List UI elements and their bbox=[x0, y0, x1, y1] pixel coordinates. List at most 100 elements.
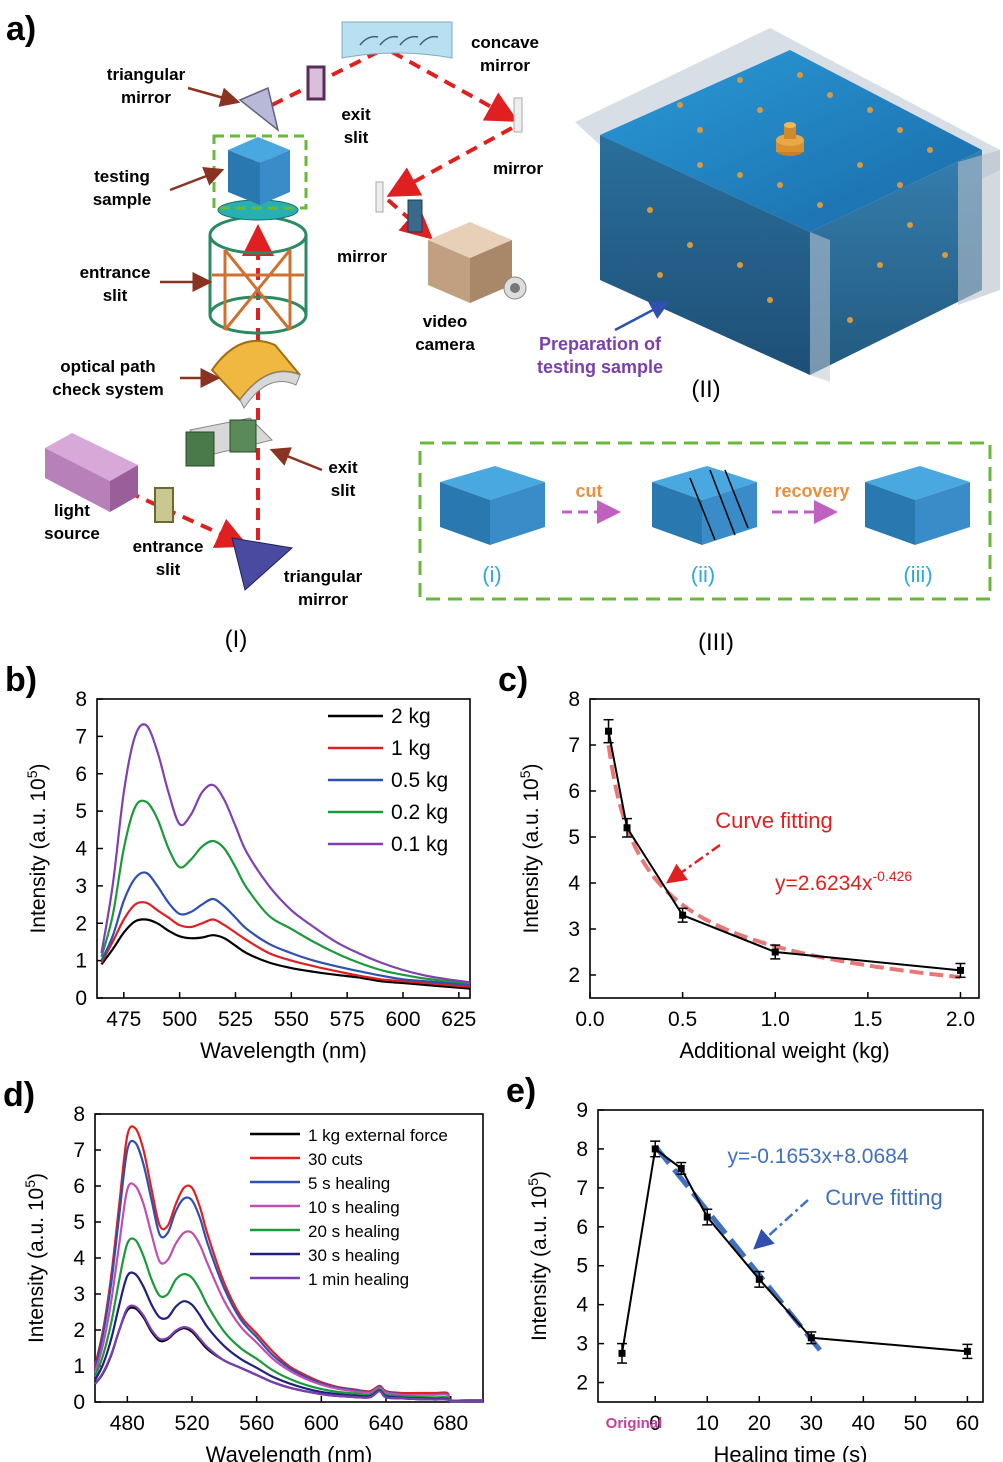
concave-mirror-icon bbox=[341, 21, 453, 59]
x-tick-label: 640 bbox=[368, 1412, 403, 1435]
label-triangular-mirror-bottom: triangular mirror bbox=[284, 567, 363, 609]
y-tick-label: 5 bbox=[73, 1211, 85, 1234]
x-tick-label: 50 bbox=[904, 1412, 927, 1435]
step-i: (i) bbox=[482, 562, 502, 587]
y-tick-label: 3 bbox=[75, 875, 87, 898]
legend-label: 1 kg external force bbox=[308, 1126, 448, 1145]
x-tick-label: 10 bbox=[696, 1412, 719, 1435]
x-tick-label-original: Original bbox=[606, 1415, 663, 1432]
series-line bbox=[93, 1139, 483, 1402]
legend-label: 5 s healing bbox=[308, 1174, 390, 1193]
data-point bbox=[623, 824, 631, 832]
label-recovery: recovery bbox=[774, 481, 849, 501]
data-point bbox=[679, 911, 687, 919]
x-tick-label: 2.0 bbox=[946, 1008, 975, 1031]
x-tick-label: 480 bbox=[110, 1412, 145, 1435]
y-tick-label: 6 bbox=[73, 1175, 85, 1198]
y-tick-label: 0 bbox=[75, 987, 87, 1010]
y-tick-label: 7 bbox=[576, 1177, 588, 1200]
data-point bbox=[755, 1275, 763, 1283]
series-line bbox=[94, 1304, 483, 1403]
camera-slit-icon bbox=[407, 199, 423, 233]
triangular-mirror-top-icon bbox=[238, 86, 280, 132]
mirror-right-icon bbox=[513, 97, 523, 133]
y-tick-label: 6 bbox=[75, 763, 87, 786]
chart-d: d) 480 520 560 600 640 680 0 1 2 3 4 5 6 7 8 Wavelength … bbox=[3, 1076, 484, 1462]
x-tick-label: 0.0 bbox=[575, 1008, 604, 1031]
y-tick-label: 6 bbox=[568, 780, 580, 803]
y-tick-label: 7 bbox=[75, 725, 87, 748]
x-tick-label: 600 bbox=[304, 1412, 339, 1435]
panel-label: c) bbox=[498, 661, 528, 699]
legend-label: 30 cuts bbox=[308, 1150, 363, 1169]
x-tick-label: 520 bbox=[174, 1412, 209, 1435]
y-tick-label: 2 bbox=[568, 964, 580, 987]
legend-label: 0.2 kg bbox=[391, 801, 448, 824]
annotation-arrow bbox=[665, 843, 721, 884]
annotation-arrow bbox=[753, 1199, 809, 1250]
annotation-curve-fitting: Curve fitting bbox=[715, 808, 832, 833]
mirror-left-icon bbox=[375, 181, 384, 213]
legend-label: 20 s healing bbox=[308, 1222, 400, 1241]
x-tick-label: 560 bbox=[239, 1412, 274, 1435]
series-line bbox=[100, 723, 471, 984]
x-tick-label: 0 bbox=[649, 1412, 661, 1435]
x-tick-label: 625 bbox=[441, 1008, 476, 1031]
legend-label: 0.1 kg bbox=[391, 833, 448, 856]
x-axis-label: Healing time (s) bbox=[713, 1442, 867, 1462]
cube-i-icon bbox=[440, 466, 545, 545]
y-tick-label: 3 bbox=[568, 918, 580, 941]
data-point bbox=[807, 1334, 815, 1342]
legend-label: 30 s healing bbox=[308, 1246, 400, 1265]
panel-a-label: a) bbox=[6, 10, 36, 48]
step-iii: (iii) bbox=[903, 562, 932, 587]
y-axis-label: Intensity (a.u. 105) bbox=[517, 763, 543, 933]
panel-label: d) bbox=[3, 1076, 35, 1114]
series-line bbox=[100, 918, 471, 990]
series-line bbox=[94, 1271, 483, 1403]
series-line bbox=[100, 901, 471, 988]
y-tick-label: 5 bbox=[568, 826, 580, 849]
chart-b: b) 475 500 525 550 575 600 625 0 1 2 3 4 5 6 7 8 Waveleng… bbox=[5, 661, 476, 1063]
y-tick-label: 7 bbox=[73, 1139, 85, 1162]
y-tick-label: 6 bbox=[576, 1216, 588, 1239]
caption-III: (III) bbox=[698, 629, 734, 656]
data-point bbox=[618, 1349, 626, 1357]
panel-a: a) bbox=[6, 10, 1000, 656]
caption-I: (I) bbox=[225, 626, 248, 653]
cube-iii-icon bbox=[865, 466, 970, 545]
series-line bbox=[100, 871, 471, 986]
label-triangular-mirror-top: triangular mirror bbox=[107, 65, 186, 107]
data-point bbox=[605, 727, 613, 735]
data-point bbox=[677, 1164, 685, 1172]
x-tick-label: 525 bbox=[218, 1008, 253, 1031]
cube-ii-icon bbox=[652, 466, 757, 545]
y-tick-label: 5 bbox=[576, 1255, 588, 1278]
y-tick-label: 2 bbox=[576, 1372, 588, 1395]
testing-tank-icon bbox=[575, 28, 1000, 382]
y-axis-label: Intensity (a.u. 105) bbox=[22, 1173, 48, 1343]
legend-label: 0.5 kg bbox=[391, 769, 448, 792]
y-axis-label: Intensity (a.u. 105) bbox=[525, 1171, 551, 1341]
x-tick-label: 1.0 bbox=[761, 1008, 790, 1031]
chart-e: e) 0 10 20 30 40 50 60 2 3 4 5 6 7 8 9 Healing time (s) I… bbox=[506, 1072, 984, 1462]
x-tick-label: 1.5 bbox=[853, 1008, 882, 1031]
y-tick-label: 5 bbox=[75, 800, 87, 823]
y-tick-label: 3 bbox=[576, 1333, 588, 1356]
label-mirror-left: mirror bbox=[337, 247, 387, 266]
testing-sample-cube-icon bbox=[212, 134, 308, 221]
fit-curve bbox=[606, 744, 961, 980]
label-preparation: Preparation of testing sample bbox=[537, 334, 663, 377]
label-mirror-right: mirror bbox=[493, 159, 543, 178]
label-concave-mirror: concave mirror bbox=[471, 33, 539, 75]
legend-label: 1 min healing bbox=[308, 1270, 409, 1289]
plot-frame bbox=[597, 1109, 984, 1403]
data-point bbox=[771, 948, 779, 956]
label-entrance-slit-top: entrance slit bbox=[80, 263, 151, 305]
y-tick-label: 2 bbox=[75, 912, 87, 935]
y-tick-label: 9 bbox=[576, 1099, 588, 1122]
data-point bbox=[956, 966, 964, 974]
y-tick-label: 0 bbox=[73, 1391, 85, 1414]
x-tick-label: 550 bbox=[274, 1008, 309, 1031]
x-tick-label: 0.5 bbox=[668, 1008, 697, 1031]
